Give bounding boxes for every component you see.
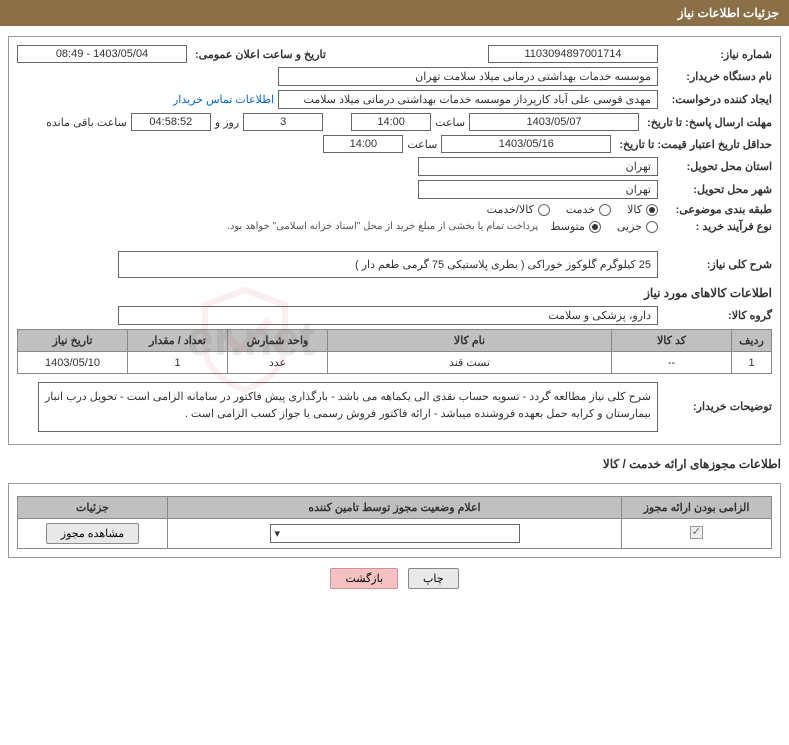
table-header-row: ردیف کد کالا نام کالا واحد شمارش تعداد /… xyxy=(18,330,772,352)
deadline-label: مهلت ارسال پاسخ: تا تاریخ: xyxy=(643,116,772,129)
city-value: تهران xyxy=(418,180,658,199)
buyer-org-value: موسسه خدمات بهداشتی درمانی میلاد سلامت ت… xyxy=(278,67,658,86)
th-date: تاریخ نیاز xyxy=(18,330,128,352)
need-number-label: شماره نیاز: xyxy=(662,48,772,61)
th-unit: واحد شمارش xyxy=(228,330,328,352)
radio-icon xyxy=(646,204,658,216)
buyer-contact-link[interactable]: اطلاعات تماس خریدار xyxy=(173,93,274,106)
license-table: الزامی بودن ارائه مجوز اعلام وضعیت مجوز … xyxy=(17,496,772,549)
announce-label: تاریخ و ساعت اعلان عمومی: xyxy=(191,48,326,61)
category-radio-group: کالا خدمت کالا/خدمت xyxy=(487,203,658,216)
td-status: ▾ xyxy=(168,519,622,549)
table-row: 1 -- تست قند عدد 1 1403/05/10 xyxy=(18,352,772,374)
buyer-org-label: نام دستگاه خریدار: xyxy=(662,70,772,83)
purchase-note: پرداخت تمام یا بخشی از مبلغ خرید از محل … xyxy=(227,221,538,232)
radio-icon xyxy=(646,221,658,233)
category-radio-2[interactable]: کالا/خدمت xyxy=(487,203,550,216)
table-header-row: الزامی بودن ارائه مجوز اعلام وضعیت مجوز … xyxy=(18,497,772,519)
radio-icon xyxy=(538,204,550,216)
th-mandatory: الزامی بودن ارائه مجوز xyxy=(622,497,772,519)
license-section-title: اطلاعات مجوزهای ارائه خدمت / کالا xyxy=(8,455,781,473)
goods-group-value: دارو، پزشکی و سلامت xyxy=(118,306,658,325)
validity-time: 14:00 xyxy=(323,135,403,153)
buyer-notes-value: شرح کلی نیاز مطالعه گردد - تسویه حساب نق… xyxy=(38,382,658,432)
deadline-time: 14:00 xyxy=(351,113,431,131)
deadline-date: 1403/05/07 xyxy=(469,113,639,131)
category-radio-1[interactable]: خدمت xyxy=(566,203,611,216)
td-date: 1403/05/10 xyxy=(18,352,128,374)
city-label: شهر محل تحویل: xyxy=(662,183,772,196)
th-status: اعلام وضعیت مجوز توسط تامین کننده xyxy=(168,497,622,519)
action-buttons: چاپ بازگشت xyxy=(0,568,789,589)
td-mandatory xyxy=(622,519,772,549)
deadline-time-label: ساعت xyxy=(435,116,465,129)
deadline-days: 3 xyxy=(243,113,323,131)
th-detail: جزئیات xyxy=(18,497,168,519)
purchase-type-radio-group: جزیی متوسط xyxy=(550,220,658,233)
deadline-remain-label: ساعت باقی مانده xyxy=(46,116,127,129)
province-label: استان محل تحویل: xyxy=(662,160,772,173)
print-button[interactable]: چاپ xyxy=(408,568,459,589)
page-title-bar: جزئیات اطلاعات نیاز xyxy=(0,0,789,26)
validity-time-label: ساعت xyxy=(407,138,437,151)
main-info-section: شماره نیاز: 1103094897001714 تاریخ و ساع… xyxy=(8,36,781,445)
th-name: نام کالا xyxy=(328,330,612,352)
back-button[interactable]: بازگشت xyxy=(330,568,398,589)
radio-icon xyxy=(589,221,601,233)
requester-value: مهدی قوسی علی آباد کارپرداز موسسه خدمات … xyxy=(278,90,658,109)
td-row: 1 xyxy=(732,352,772,374)
radio-icon xyxy=(599,204,611,216)
td-qty: 1 xyxy=(128,352,228,374)
need-number-value: 1103094897001714 xyxy=(488,45,658,63)
th-code: کد کالا xyxy=(612,330,732,352)
goods-group-label: گروه کالا: xyxy=(662,309,772,322)
purchase-type-label: نوع فرآیند خرید : xyxy=(662,220,772,233)
goods-table: ردیف کد کالا نام کالا واحد شمارش تعداد /… xyxy=(17,329,772,374)
purchase-type-radio-0[interactable]: جزیی xyxy=(617,220,658,233)
deadline-countdown: 04:58:52 xyxy=(131,113,211,131)
goods-section-header: اطلاعات کالاهای مورد نیاز xyxy=(17,286,772,300)
mandatory-checkbox xyxy=(690,526,703,539)
requester-label: ایجاد کننده درخواست: xyxy=(662,93,772,106)
view-license-button[interactable]: مشاهده مجوز xyxy=(46,523,139,544)
deadline-days-label: روز و xyxy=(215,116,239,129)
page-title: جزئیات اطلاعات نیاز xyxy=(678,6,779,20)
category-label: طبقه بندی موضوعی: xyxy=(662,203,772,216)
general-desc-label: شرح کلی نیاز: xyxy=(662,258,772,271)
validity-label: حداقل تاریخ اعتبار قیمت: تا تاریخ: xyxy=(615,138,772,151)
announce-value: 1403/05/04 - 08:49 xyxy=(17,45,187,63)
td-name: تست قند xyxy=(328,352,612,374)
validity-date: 1403/05/16 xyxy=(441,135,611,153)
chevron-down-icon: ▾ xyxy=(275,527,281,540)
license-section: الزامی بودن ارائه مجوز اعلام وضعیت مجوز … xyxy=(8,483,781,558)
th-qty: تعداد / مقدار xyxy=(128,330,228,352)
status-select[interactable]: ▾ xyxy=(270,524,520,543)
th-row: ردیف xyxy=(732,330,772,352)
purchase-type-radio-1[interactable]: متوسط xyxy=(550,220,601,233)
category-radio-0[interactable]: کالا xyxy=(627,203,658,216)
buyer-notes-label: توضیحات خریدار: xyxy=(662,382,772,413)
td-unit: عدد xyxy=(228,352,328,374)
td-detail: مشاهده مجوز xyxy=(18,519,168,549)
general-desc-value: 25 کیلوگرم گلوکوز خوراکی ( بطری پلاستیکی… xyxy=(118,251,658,278)
table-row: ▾ مشاهده مجوز xyxy=(18,519,772,549)
td-code: -- xyxy=(612,352,732,374)
province-value: تهران xyxy=(418,157,658,176)
